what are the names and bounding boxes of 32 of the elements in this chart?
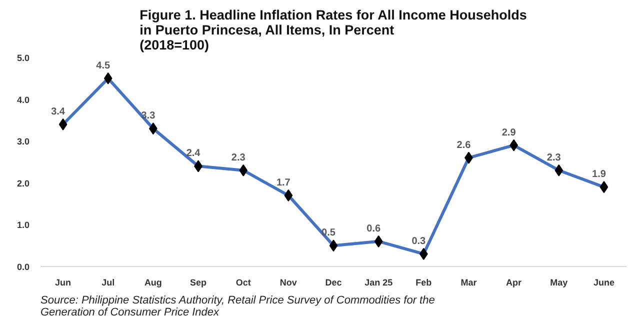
chart-title: Figure 1. Headline Inflation Rates for All Income Households in Puerto Princesa, All Items, In Percent (2018=100) xyxy=(140,8,527,52)
x-tick-label: Aug xyxy=(144,278,162,288)
x-tick-label: Sep xyxy=(190,278,208,288)
data-label: 1.9 xyxy=(592,169,606,180)
y-tick-label: 5.0 xyxy=(16,53,30,63)
data-label: 2.4 xyxy=(186,148,201,160)
x-tick-label: Apr xyxy=(506,278,522,288)
x-tick-label: Nov xyxy=(280,278,297,288)
x-tick-label: Feb xyxy=(416,278,432,288)
data-label: 0.3 xyxy=(412,236,426,247)
y-tick-label: 4.0 xyxy=(16,94,30,105)
data-label: 0.6 xyxy=(366,223,381,234)
data-label: 2.3 xyxy=(546,152,562,164)
y-tick-label: 2.0 xyxy=(16,178,30,188)
x-tick-label: May xyxy=(550,278,568,288)
data-label: 3.4 xyxy=(51,106,66,118)
x-tick-label: Dec xyxy=(325,278,342,288)
source-note: Source: Philippine Statistics Authority, Retail Price Survey of Commodities for the Generation of Consumer Price Index xyxy=(40,294,435,318)
x-tick-label: Jan 25 xyxy=(364,278,393,288)
x-tick-label: June xyxy=(593,278,614,288)
x-tick-label: Mar xyxy=(460,278,478,288)
y-tick-label: 0.0 xyxy=(16,262,30,272)
data-label: 1.7 xyxy=(276,177,291,188)
data-label: 2.3 xyxy=(231,152,246,164)
data-label: 2.9 xyxy=(502,127,516,138)
y-tick-label: 1.0 xyxy=(16,220,30,230)
x-tick-label: Oct xyxy=(236,278,251,288)
data-label: 2.6 xyxy=(456,140,472,151)
y-tick-label: 3.0 xyxy=(16,136,30,147)
x-tick-label: Jun xyxy=(55,278,72,288)
x-tick-label: Jul xyxy=(102,278,115,288)
data-label: 4.5 xyxy=(96,60,111,72)
